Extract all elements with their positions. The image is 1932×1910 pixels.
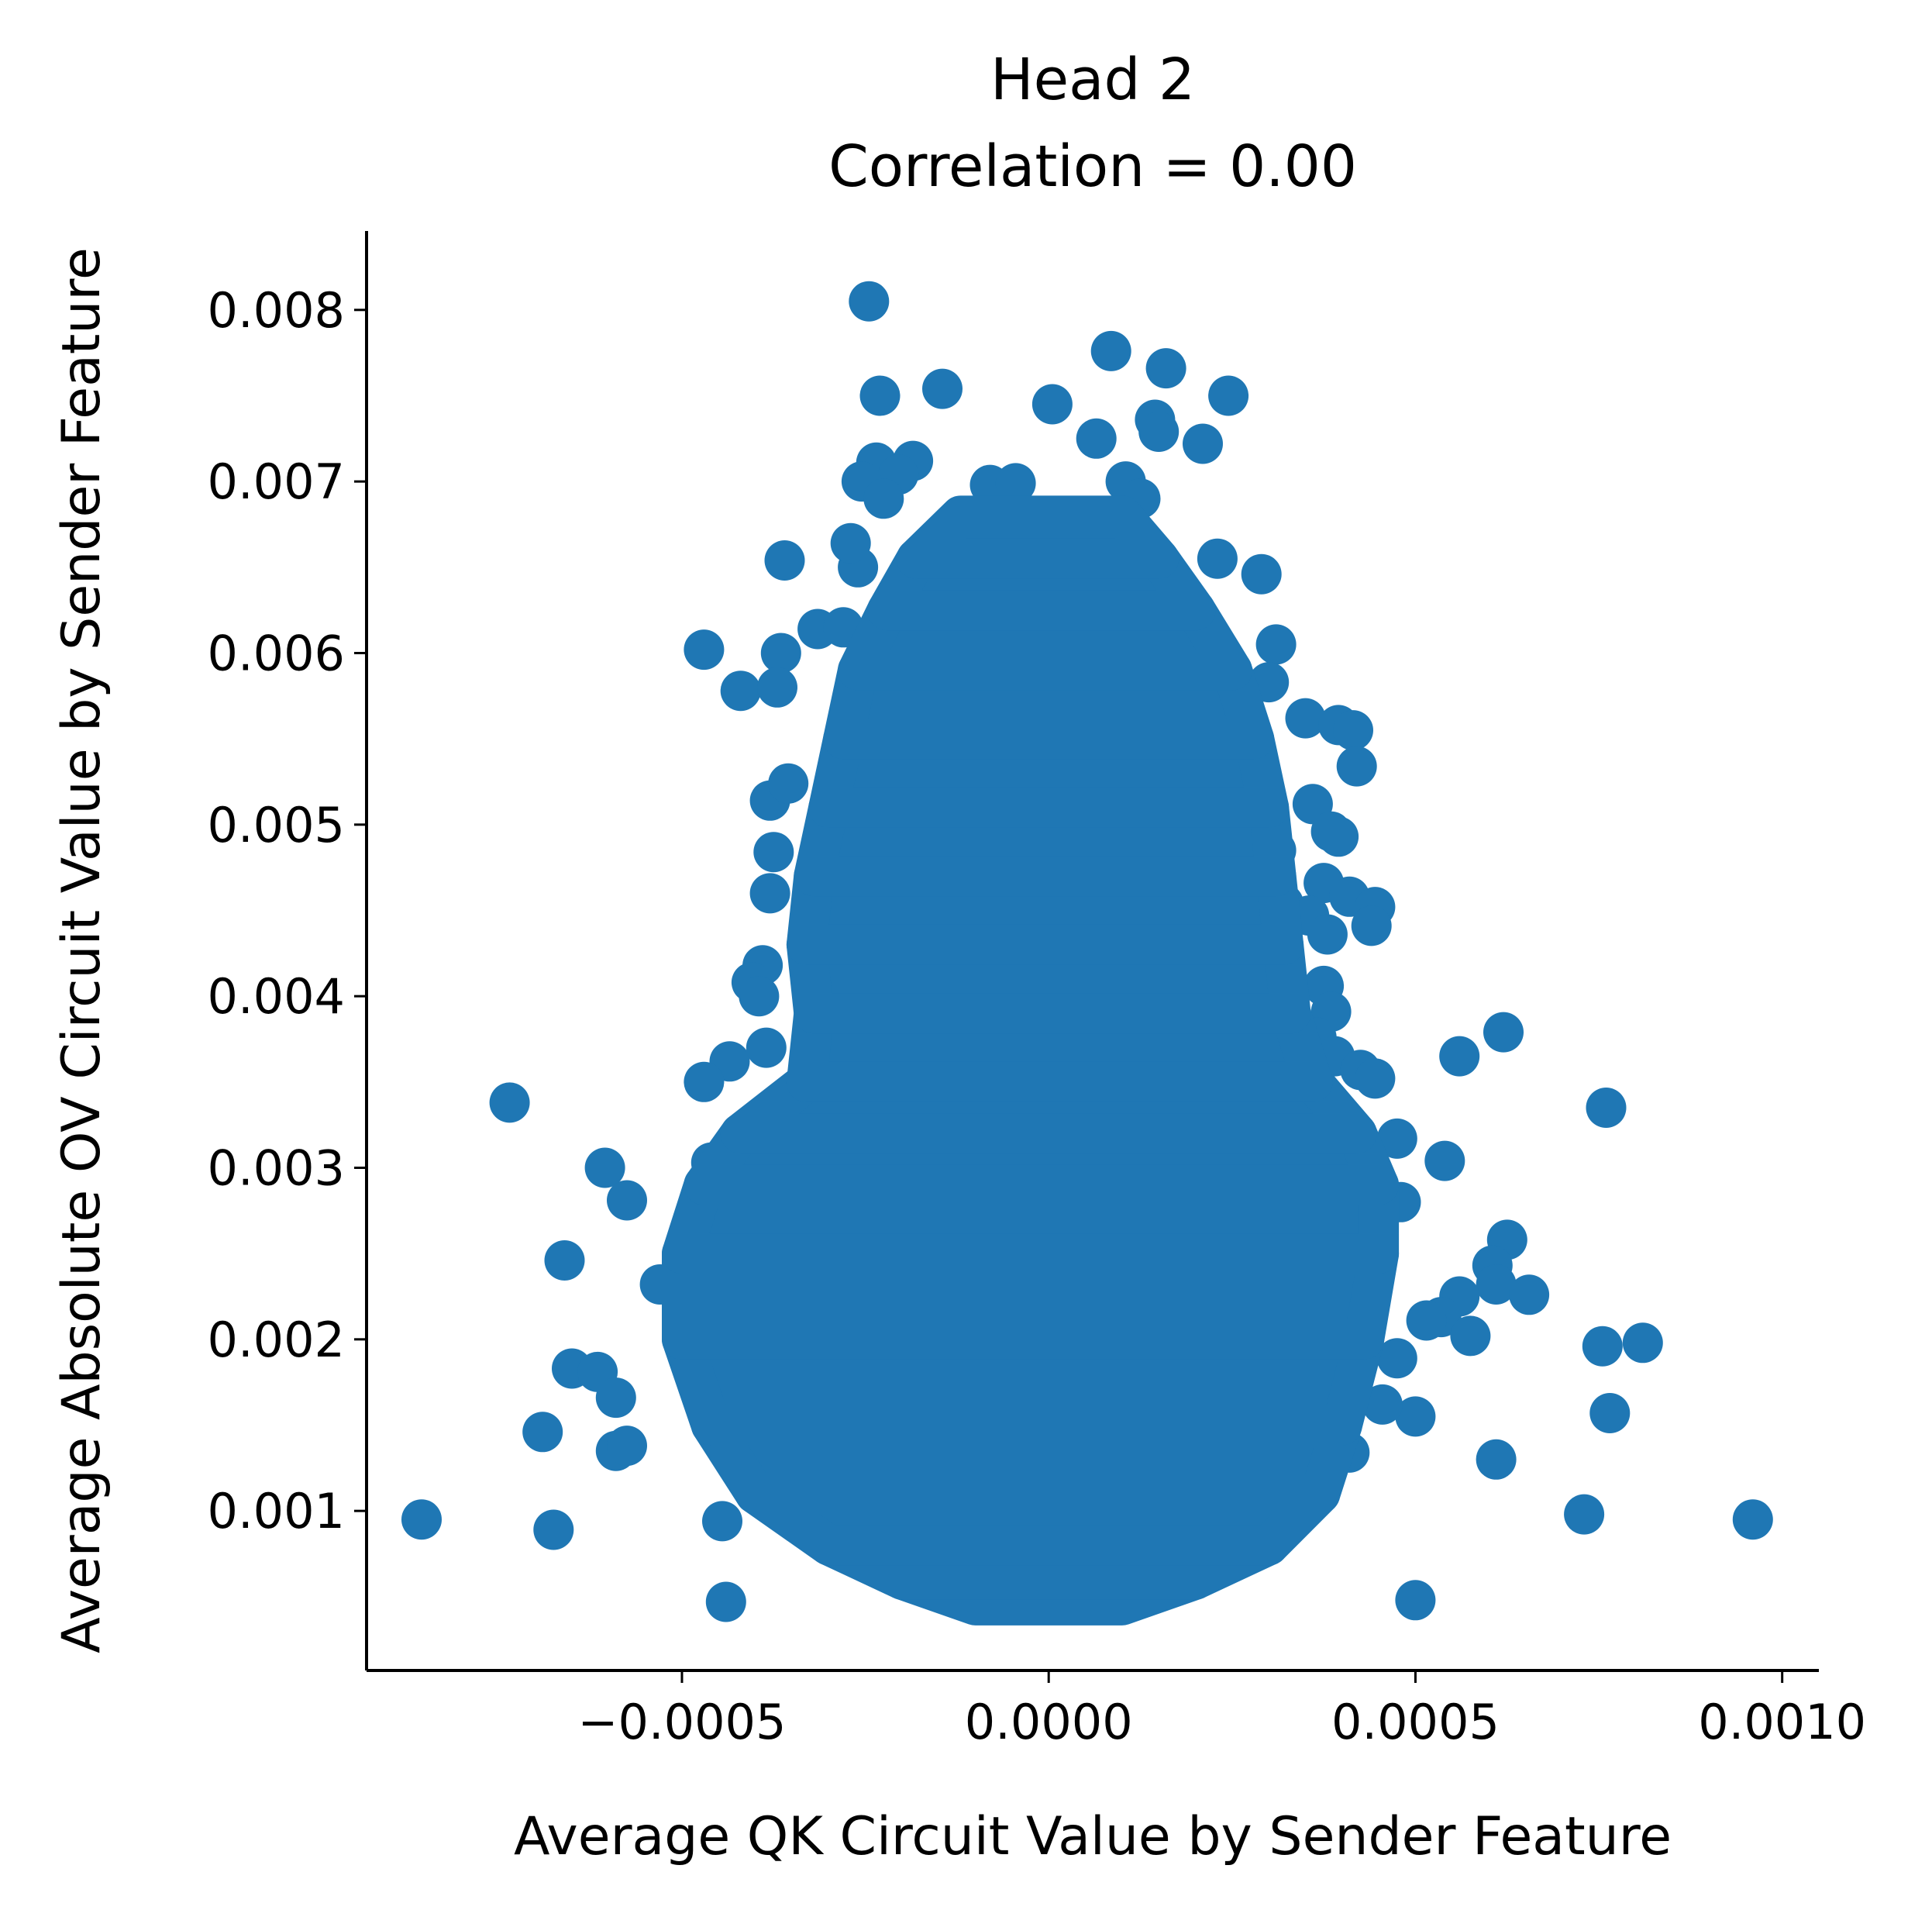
x-tick-label: 0.0000 <box>965 1694 1133 1750</box>
data-point <box>922 368 963 409</box>
data-point <box>1450 1315 1491 1357</box>
data-point <box>1589 1393 1631 1433</box>
data-point <box>995 463 1036 504</box>
chart-subtitle: Correlation = 0.00 <box>828 133 1357 200</box>
data-point <box>544 1240 585 1281</box>
y-tick-label: 0.002 <box>208 1312 346 1368</box>
x-ticks: −0.0005 0.0000 0.0005 0.0010 <box>578 1670 1866 1750</box>
data-point <box>1336 746 1377 787</box>
data-point <box>1307 914 1348 955</box>
y-tick-label: 0.001 <box>208 1483 346 1539</box>
data-point <box>1476 1264 1517 1305</box>
data-point <box>1285 698 1326 739</box>
data-point <box>739 976 780 1017</box>
y-axis-label: Average Absolute OV Circuit Value by Sen… <box>51 247 112 1653</box>
data-point <box>1208 375 1249 416</box>
data-point <box>859 375 901 416</box>
data-point <box>1732 1499 1773 1540</box>
data-point <box>1031 384 1073 425</box>
data-point <box>1145 348 1186 389</box>
data-point <box>753 832 794 873</box>
data-point <box>1376 1338 1417 1379</box>
x-axis-label: Average QK Circuit Value by Sender Featu… <box>514 1806 1672 1867</box>
data-point <box>1362 1384 1403 1425</box>
data-point <box>746 1027 787 1068</box>
data-point <box>684 629 725 671</box>
data-point <box>1424 1140 1465 1181</box>
data-point <box>1483 1012 1524 1053</box>
data-point <box>584 1147 625 1188</box>
data-point <box>1197 538 1238 579</box>
data-point <box>1622 1322 1663 1364</box>
y-ticks: 0.001 0.002 0.003 0.004 0.005 0.006 0.007 0.008 <box>208 282 367 1539</box>
data-point <box>757 667 797 708</box>
axes <box>365 231 1819 1672</box>
data-point <box>1395 1580 1436 1621</box>
y-tick-label: 0.004 <box>208 968 346 1025</box>
dense-region-band <box>896 495 1180 579</box>
data-point <box>1476 1439 1517 1480</box>
y-tick-label: 0.007 <box>208 453 346 510</box>
data-point <box>1076 418 1117 459</box>
data-point <box>764 540 805 581</box>
data-point <box>1439 1036 1480 1077</box>
chart-title: Head 2 <box>990 47 1195 113</box>
y-tick-label: 0.005 <box>208 797 346 853</box>
data-point <box>1318 816 1359 857</box>
data-point <box>401 1499 442 1540</box>
data-point <box>749 873 790 914</box>
data-point <box>760 633 801 674</box>
data-point <box>489 1082 530 1123</box>
data-point <box>1333 710 1373 751</box>
data-point <box>1138 412 1180 452</box>
scatter-points <box>401 281 1773 1622</box>
data-point <box>702 1501 742 1542</box>
data-point <box>1255 624 1297 665</box>
data-point <box>768 763 809 804</box>
data-point <box>607 1426 647 1467</box>
data-point <box>1395 1396 1436 1437</box>
y-tick-label: 0.006 <box>208 625 346 681</box>
data-point <box>1183 423 1223 464</box>
data-point <box>1241 553 1282 595</box>
data-point <box>1406 1300 1447 1341</box>
data-point <box>1564 1494 1605 1535</box>
data-point <box>705 1581 746 1622</box>
dense-point-cloud <box>662 495 1400 1626</box>
data-point <box>1355 1058 1396 1099</box>
data-point <box>720 671 761 712</box>
data-point <box>849 281 890 322</box>
data-point <box>595 1377 636 1419</box>
x-tick-label: −0.0005 <box>578 1694 787 1750</box>
data-point <box>830 522 871 564</box>
data-point <box>1586 1088 1627 1128</box>
data-point <box>1090 330 1131 371</box>
data-point <box>533 1509 574 1550</box>
x-tick-label: 0.0005 <box>1331 1694 1500 1750</box>
data-point <box>684 1061 725 1102</box>
data-point <box>1582 1326 1623 1367</box>
data-point <box>607 1180 647 1221</box>
y-tick-label: 0.008 <box>208 282 346 339</box>
x-tick-label: 0.0010 <box>1698 1694 1866 1750</box>
data-point <box>1376 1118 1417 1159</box>
data-point <box>863 478 904 519</box>
data-point <box>1509 1274 1550 1315</box>
data-point <box>1351 905 1392 946</box>
data-point <box>522 1412 563 1453</box>
y-tick-label: 0.003 <box>208 1139 346 1196</box>
